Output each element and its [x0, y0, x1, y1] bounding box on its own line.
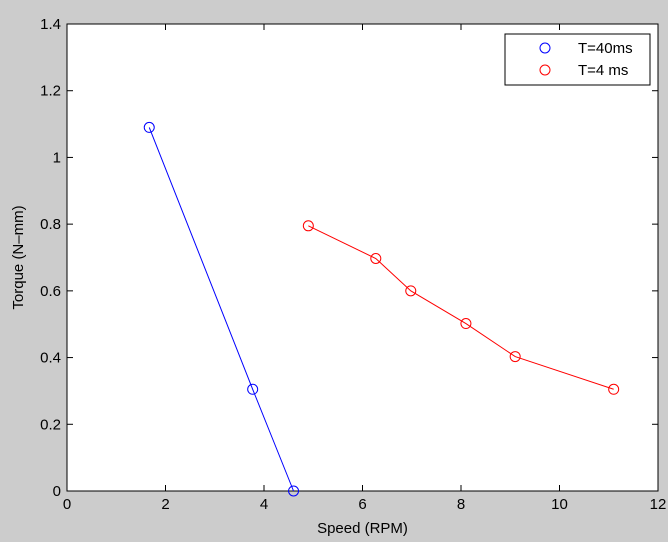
x-tick-label: 2 [161, 496, 169, 513]
y-axis-ticks: 0 0.2 0.4 0.6 0.8 1 1.2 1.4 [40, 16, 658, 500]
x-axis-ticks: 0 2 4 6 8 10 12 [63, 24, 667, 513]
y-tick-label: 0 [53, 483, 61, 500]
legend-marker [539, 42, 551, 54]
data-point-marker [302, 220, 314, 232]
series-line [308, 225, 614, 390]
legend: T=40ms T=4 ms [504, 33, 651, 86]
y-tick-label: 0.4 [40, 350, 61, 367]
y-tick-label: 0.8 [40, 216, 61, 233]
plot-area [66, 23, 659, 492]
data-point-marker [405, 285, 417, 297]
y-tick-label: 0.6 [40, 283, 61, 300]
series-layer [143, 121, 620, 497]
y-axis-label: Torque (N–mm) [10, 205, 27, 309]
y-tick-label: 0.2 [40, 416, 61, 433]
x-axis-label: Speed (RPM) [317, 520, 408, 537]
legend-box [504, 33, 651, 86]
data-point-marker [143, 121, 155, 133]
legend-label: T=4 ms [578, 62, 628, 79]
data-point-marker [608, 383, 620, 395]
x-tick-label: 12 [650, 496, 667, 513]
data-point-marker [370, 253, 382, 265]
y-tick-label: 1.2 [40, 83, 61, 100]
y-tick-label: 1 [53, 149, 61, 166]
y-tick-label: 1.4 [40, 16, 61, 33]
x-tick-label: 6 [358, 496, 366, 513]
legend-marker [539, 64, 551, 76]
series-line [148, 127, 295, 492]
data-point-marker [460, 318, 472, 330]
x-tick-label: 0 [63, 496, 71, 513]
legend-label: T=40ms [578, 40, 633, 57]
data-point-marker [509, 351, 521, 363]
x-tick-label: 4 [260, 496, 268, 513]
data-point-marker [288, 485, 300, 497]
x-tick-label: 8 [457, 496, 465, 513]
data-point-marker [247, 383, 259, 395]
x-tick-label: 10 [551, 496, 568, 513]
